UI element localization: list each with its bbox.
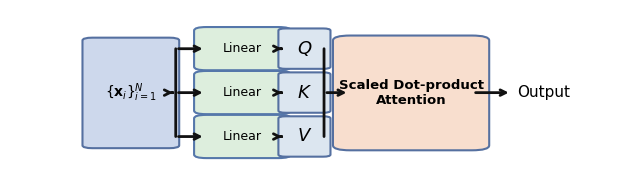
Text: Output: Output [517, 85, 570, 100]
Text: $V$: $V$ [297, 128, 312, 146]
Text: Linear: Linear [223, 86, 262, 99]
FancyBboxPatch shape [333, 36, 489, 150]
FancyBboxPatch shape [83, 38, 179, 148]
Text: Linear: Linear [223, 130, 262, 143]
Text: Scaled Dot-product
Attention: Scaled Dot-product Attention [339, 79, 484, 107]
FancyBboxPatch shape [278, 29, 330, 69]
FancyBboxPatch shape [278, 72, 330, 113]
FancyBboxPatch shape [194, 71, 291, 114]
FancyBboxPatch shape [194, 115, 291, 158]
Text: Linear: Linear [223, 42, 262, 55]
Text: $Q$: $Q$ [297, 39, 312, 58]
Text: $K$: $K$ [297, 84, 312, 102]
Text: $\{\mathbf{x}_i\}_{i=1}^{N}$: $\{\mathbf{x}_i\}_{i=1}^{N}$ [105, 82, 157, 104]
FancyBboxPatch shape [194, 27, 291, 70]
FancyBboxPatch shape [278, 116, 330, 157]
